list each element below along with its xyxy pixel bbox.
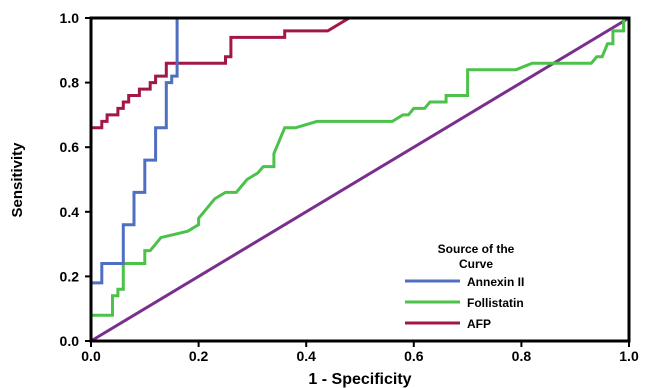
series-line-follistatin [89, 16, 629, 341]
legend-label-afp: AFP [467, 317, 491, 331]
legend: Source of the Curve Annexin II Follistat… [405, 242, 524, 331]
x-tick-label: 0.6 [404, 348, 424, 364]
series-line-annexin-ii [89, 16, 629, 341]
series-layer [89, 16, 630, 343]
y-tick-label: 0.8 [60, 75, 80, 91]
y-tick-label: 1.0 [60, 10, 80, 26]
x-axis-title: 1 - Specificity [308, 371, 411, 388]
y-tick-label: 0.2 [60, 268, 80, 284]
x-tick-label: 0.8 [512, 348, 532, 364]
x-tick-label: 1.0 [619, 348, 639, 364]
plot-frame [89, 16, 631, 343]
legend-label-follistatin: Follistatin [467, 296, 524, 310]
y-tick-label: 0.4 [60, 204, 80, 220]
y-tick-label: 0.6 [60, 139, 80, 155]
x-tick-label: 0.4 [296, 348, 316, 364]
legend-label-annexin: Annexin II [467, 275, 524, 289]
ticks-layer: 0.0 0.2 0.4 0.6 0.8 1.0 0.0 0.2 0.4 0.6 0.8 1.0 [60, 10, 639, 364]
y-axis-title: Sensitivity [9, 142, 26, 218]
y-tick-label: 0.0 [60, 333, 80, 349]
x-tick-label: 0.2 [189, 348, 209, 364]
series-line-reference-line [90, 16, 630, 343]
legend-title-line1: Source of the [438, 242, 515, 256]
series-line-afp [89, 16, 629, 341]
x-tick-label: 0.0 [81, 348, 101, 364]
legend-title-line2: Curve [459, 257, 493, 271]
